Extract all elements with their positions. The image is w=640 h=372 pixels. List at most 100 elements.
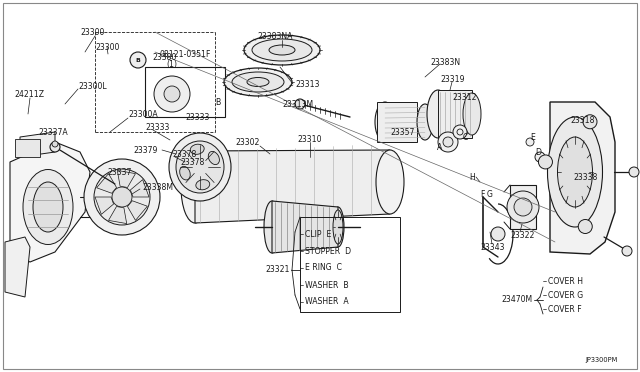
Ellipse shape (247, 77, 269, 87)
Text: WASHER  A: WASHER A (305, 298, 349, 307)
Bar (438, 90, 472, 138)
Ellipse shape (23, 170, 73, 244)
Circle shape (94, 169, 150, 225)
Ellipse shape (224, 68, 292, 96)
Text: C: C (462, 132, 468, 141)
Text: 23312: 23312 (452, 93, 477, 102)
Bar (377, 102, 417, 142)
Circle shape (507, 191, 539, 223)
Circle shape (629, 167, 639, 177)
Circle shape (130, 52, 146, 68)
Text: STOPPER  D: STOPPER D (305, 247, 351, 256)
Ellipse shape (375, 102, 395, 142)
Text: (1): (1) (166, 60, 177, 68)
Circle shape (453, 125, 467, 139)
Text: E: E (531, 132, 536, 141)
Circle shape (535, 152, 545, 162)
Ellipse shape (376, 150, 404, 214)
Text: 23300L: 23300L (78, 81, 107, 90)
Text: 23343: 23343 (480, 243, 504, 251)
Ellipse shape (196, 180, 210, 190)
Text: 23379: 23379 (134, 145, 158, 154)
Polygon shape (550, 102, 615, 254)
Circle shape (583, 115, 597, 129)
Text: 23380: 23380 (153, 52, 177, 61)
Text: 23383NA: 23383NA (257, 32, 292, 41)
Circle shape (52, 141, 58, 147)
Ellipse shape (547, 117, 602, 227)
Polygon shape (97, 174, 116, 193)
Text: 24211Z: 24211Z (14, 90, 44, 99)
Polygon shape (109, 206, 127, 224)
Text: B: B (216, 97, 221, 106)
Circle shape (526, 138, 534, 146)
Text: 23318: 23318 (570, 115, 595, 125)
Text: 23310: 23310 (298, 135, 323, 144)
Text: 23319: 23319 (440, 74, 465, 83)
Ellipse shape (557, 137, 593, 207)
Circle shape (112, 187, 132, 207)
Text: 23322: 23322 (510, 231, 534, 240)
Text: H: H (469, 173, 475, 182)
Text: COVER G: COVER G (548, 291, 583, 299)
Text: 23338: 23338 (573, 173, 597, 182)
Circle shape (491, 227, 505, 241)
Ellipse shape (269, 45, 295, 55)
Ellipse shape (244, 35, 320, 65)
Circle shape (154, 76, 190, 112)
Polygon shape (117, 170, 136, 187)
Polygon shape (131, 180, 149, 197)
Ellipse shape (33, 182, 63, 232)
Text: 23333: 23333 (185, 112, 209, 122)
Text: 23313M: 23313M (282, 99, 313, 109)
Circle shape (438, 132, 458, 152)
Text: 23300: 23300 (80, 28, 104, 36)
Ellipse shape (463, 93, 481, 135)
Polygon shape (195, 150, 390, 223)
Text: 23337A: 23337A (38, 128, 68, 137)
Text: 23470M: 23470M (502, 295, 533, 305)
Text: COVER H: COVER H (548, 276, 583, 285)
Text: CLIP  E: CLIP E (305, 230, 332, 238)
Circle shape (84, 159, 160, 235)
Polygon shape (10, 142, 90, 262)
Bar (300, 217, 400, 312)
Ellipse shape (264, 201, 280, 253)
Text: E RING  C: E RING C (305, 263, 342, 273)
Circle shape (579, 219, 592, 234)
Text: B: B (136, 58, 140, 62)
Text: 23338M: 23338M (142, 183, 173, 192)
Text: 23313: 23313 (295, 80, 319, 89)
Polygon shape (127, 201, 147, 220)
Ellipse shape (252, 39, 312, 61)
Ellipse shape (181, 151, 209, 223)
Text: G: G (487, 189, 493, 199)
Polygon shape (95, 197, 113, 214)
Circle shape (443, 137, 453, 147)
Ellipse shape (333, 210, 343, 244)
Polygon shape (5, 237, 30, 297)
Ellipse shape (232, 72, 284, 92)
Text: 23337: 23337 (108, 167, 132, 176)
Text: A: A (437, 142, 443, 151)
Text: 23378: 23378 (172, 150, 196, 158)
Text: 23383N: 23383N (430, 58, 460, 67)
Ellipse shape (417, 104, 433, 140)
Polygon shape (20, 132, 55, 157)
Bar (510, 185, 536, 229)
Text: F: F (480, 189, 484, 199)
Text: 08121-0351F: 08121-0351F (160, 49, 211, 58)
Text: 23321: 23321 (266, 266, 290, 275)
Text: WASHER  B: WASHER B (305, 280, 349, 289)
Text: 23302: 23302 (236, 138, 260, 147)
Text: COVER F: COVER F (548, 305, 582, 314)
Text: 23300: 23300 (95, 42, 120, 51)
Ellipse shape (427, 90, 449, 138)
Text: D: D (535, 148, 541, 157)
Text: 23357: 23357 (390, 128, 414, 137)
Ellipse shape (208, 151, 220, 164)
Circle shape (164, 86, 180, 102)
Circle shape (538, 155, 552, 169)
Bar (15, 139, 40, 157)
Polygon shape (272, 201, 338, 253)
